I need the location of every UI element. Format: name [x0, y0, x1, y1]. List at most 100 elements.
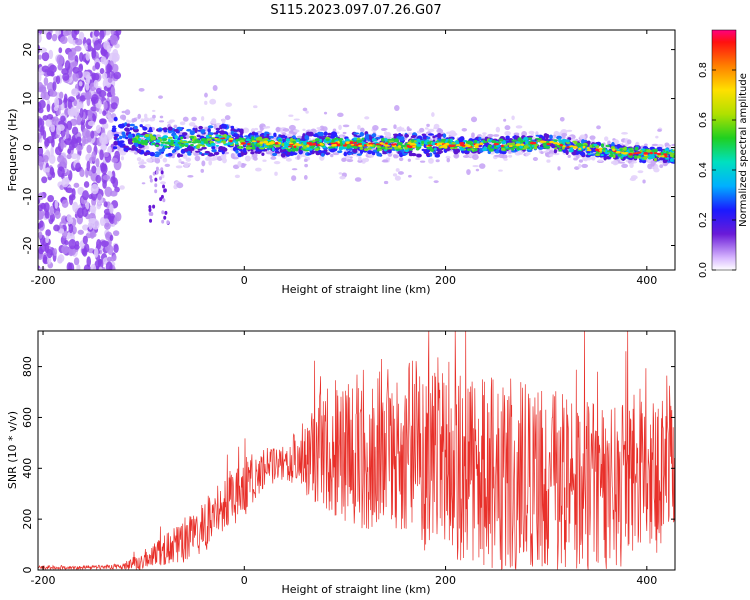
band-blob	[392, 133, 399, 137]
ridge-blob	[271, 147, 275, 152]
streak-blob	[159, 197, 163, 202]
band-blob	[197, 148, 203, 151]
band-blob	[423, 137, 427, 140]
ridge-blob	[240, 146, 244, 149]
hot-spot	[270, 141, 275, 145]
ridge-blob	[144, 141, 148, 146]
noise-blob	[110, 30, 115, 36]
halo-blob	[200, 168, 205, 173]
ridge-blob	[180, 136, 184, 140]
noise-blob	[46, 103, 51, 113]
noise-blob	[56, 124, 61, 136]
halo-blob	[339, 175, 346, 180]
streak-blob	[154, 177, 158, 182]
halo-blob	[553, 152, 560, 156]
noise-blob	[95, 174, 102, 184]
noise-blob	[52, 80, 57, 92]
band-blob	[659, 157, 664, 160]
hot-spot	[540, 140, 545, 143]
band-blob	[119, 143, 124, 148]
band-blob	[307, 153, 312, 156]
ridge-blob	[669, 153, 674, 158]
halo-blob	[160, 173, 165, 179]
halo-blob	[612, 159, 619, 166]
y-tick-label: 0	[21, 144, 34, 151]
halo-blob	[498, 153, 505, 159]
band-blob	[442, 133, 447, 139]
halo-blob	[382, 159, 388, 163]
ridge-blob	[182, 140, 187, 144]
band-blob	[505, 135, 510, 140]
ridge-blob	[191, 138, 195, 142]
ridge-blob	[314, 138, 320, 142]
halo-blob	[359, 127, 365, 133]
halo-blob	[188, 122, 196, 127]
band-blob	[211, 148, 217, 153]
noise-blob	[48, 154, 56, 165]
halo-blob	[400, 129, 407, 132]
noise-blob	[106, 63, 112, 74]
halo-blob	[518, 152, 523, 155]
halo-blob	[178, 158, 182, 164]
ridge-blob	[255, 137, 261, 141]
halo-blob	[291, 175, 297, 182]
halo-blob	[281, 132, 287, 136]
band-blob	[239, 133, 243, 136]
halo-blob	[642, 179, 646, 184]
ridge-blob	[281, 146, 286, 150]
hot-spot	[612, 148, 615, 152]
hot-spot	[393, 143, 397, 146]
ridge-blob	[275, 144, 281, 148]
halo-blob	[406, 132, 414, 135]
ridge-blob	[537, 138, 542, 141]
halo-blob	[179, 121, 186, 126]
noise-blob	[56, 109, 61, 116]
snr-y-axis: 0 200 400 600 800	[21, 356, 675, 574]
ridge-blob	[290, 137, 294, 142]
halo-blob	[342, 124, 350, 128]
noise-blob	[45, 229, 51, 237]
noise-blob	[71, 88, 79, 97]
hot-spot	[251, 140, 257, 143]
ridge-blob	[173, 142, 177, 145]
noise-blob	[109, 204, 114, 214]
band-blob	[537, 146, 544, 150]
noise-blob	[41, 176, 48, 184]
halo-blob	[557, 166, 561, 171]
ridge-blob	[622, 147, 627, 151]
ridge-blob	[554, 147, 558, 150]
noise-blob	[99, 217, 106, 227]
noise-blob	[90, 130, 95, 139]
halo-blob	[113, 131, 121, 135]
halo-blob	[566, 129, 573, 132]
noise-blob	[47, 194, 55, 203]
ridge-blob	[269, 144, 274, 148]
band-blob	[604, 156, 610, 159]
halo-blob	[578, 159, 584, 163]
ridge-blob	[600, 154, 604, 157]
ridge-blob	[164, 141, 170, 145]
ridge-blob	[602, 147, 607, 151]
halo-blob	[424, 127, 429, 130]
ridge-blob	[222, 140, 226, 145]
noise-blob	[88, 193, 93, 200]
noise-blob	[85, 201, 90, 210]
band-blob	[242, 147, 247, 153]
ridge-blob	[155, 144, 159, 148]
noise-blob	[60, 115, 66, 122]
band-blob	[200, 129, 206, 134]
noise-blob	[82, 224, 89, 231]
ridge-blob	[160, 141, 166, 144]
halo-blob	[303, 158, 308, 162]
hot-spot	[663, 153, 668, 156]
band-blob	[209, 153, 216, 157]
halo-blob	[201, 116, 205, 121]
halo-blob	[330, 153, 334, 158]
halo-blob	[589, 135, 596, 141]
x-tick-label: 400	[636, 274, 657, 287]
ridge-blob	[543, 146, 549, 149]
band-blob	[187, 146, 193, 152]
band-blob	[112, 125, 116, 128]
hot-spot	[288, 142, 294, 145]
noise-blob	[83, 181, 90, 188]
